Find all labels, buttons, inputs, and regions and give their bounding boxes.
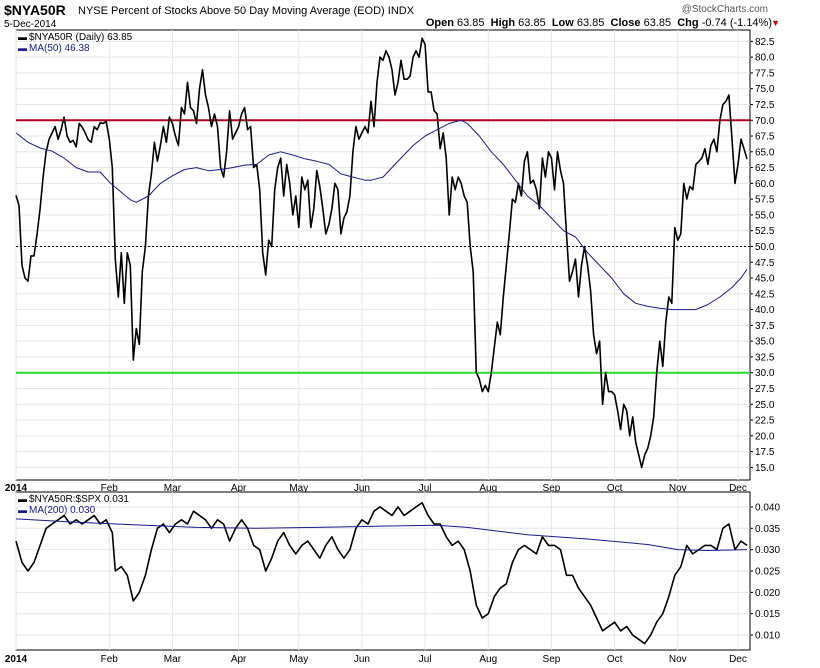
- ratio-y-tick-label: 0.025: [755, 567, 780, 578]
- price-y-tick-label: 55.0: [755, 210, 775, 221]
- price-legend-swatch: ▬: [18, 32, 27, 42]
- ratio-legend-swatch: ▬: [18, 494, 27, 504]
- price-month-label: Nov: [669, 483, 687, 494]
- ratio-month-label: Feb: [101, 654, 119, 665]
- ratio-month-label: Nov: [669, 654, 687, 665]
- price-y-tick-label: 40.0: [755, 305, 775, 316]
- ratio-y-tick-label: 0.015: [755, 609, 780, 620]
- chg-label: Chg: [677, 17, 699, 29]
- price-y-tick-label: 25.0: [755, 400, 775, 411]
- ratio-month-label: Jun: [354, 654, 370, 665]
- price-y-tick-label: 17.5: [755, 447, 775, 458]
- high-value: 63.85: [518, 17, 546, 29]
- price-month-label: Apr: [231, 483, 247, 494]
- ratio-legend-entry: $NYA50R:$SPX 0.031: [29, 494, 129, 505]
- price-y-tick-label: 82.5: [755, 37, 775, 48]
- price-month-label: 2014: [5, 483, 28, 494]
- open-value: 63.85: [457, 17, 485, 29]
- price-y-tick-label: 22.5: [755, 416, 775, 427]
- price-y-tick-label: 15.0: [755, 463, 775, 474]
- close-label: Close: [610, 17, 641, 29]
- price-month-label: Mar: [164, 483, 182, 494]
- price-y-tick-label: 27.5: [755, 384, 775, 395]
- price-month-label: Sep: [543, 483, 561, 494]
- price-y-tick-label: 70.0: [755, 116, 775, 127]
- price-y-tick-label: 57.5: [755, 195, 775, 206]
- ratio-y-tick-label: 0.020: [755, 588, 780, 599]
- price-series-line-ma: [15, 119, 748, 311]
- low-value: 63.85: [576, 17, 605, 29]
- ratio-month-label: Aug: [479, 654, 497, 665]
- price-y-tick-label: 80.0: [755, 53, 775, 64]
- ratio-month-label: Dec: [729, 654, 747, 665]
- low-label: Low: [551, 17, 574, 29]
- watermark[interactable]: @StockCharts.com: [681, 4, 768, 15]
- price-y-tick-label: 35.0: [755, 337, 775, 348]
- chart-description: NYSE Percent of Stocks Above 50 Day Movi…: [78, 5, 415, 17]
- ratio-y-tick-label: 0.035: [755, 524, 780, 535]
- price-y-tick-label: 37.5: [755, 321, 775, 332]
- price-plot-frame: [15, 29, 751, 481]
- price-panel: 2014 Feb Mar Apr May Jun Jul Aug Sep Oct Nov Dec 82.…: [5, 29, 775, 494]
- price-series-line-main: [15, 37, 748, 469]
- price-month-label: Jun: [354, 483, 370, 494]
- price-y-tick-label: 65.0: [755, 147, 775, 158]
- price-y-tick-label: 75.0: [755, 84, 775, 95]
- price-month-label: Feb: [101, 483, 119, 494]
- ratio-month-label: Mar: [164, 654, 182, 665]
- price-month-label: Jul: [419, 483, 432, 494]
- price-y-tick-label: 42.5: [755, 289, 775, 300]
- price-y-tick-label: 45.0: [755, 274, 775, 285]
- ratio-y-tick-label: 0.040: [755, 502, 780, 513]
- chg-value: -0.74 (-1.14%): [701, 17, 772, 29]
- ratio-month-label: Apr: [231, 654, 247, 665]
- price-month-label: Dec: [729, 483, 747, 494]
- ratio-series-line-ma: [15, 518, 748, 551]
- down-arrow-icon: ▼: [771, 18, 780, 28]
- price-legend-entry: $NYA50R (Daily) 63.85: [29, 32, 133, 43]
- open-label: Open: [425, 17, 454, 29]
- ratio-y-tick-label: 0.010: [755, 631, 780, 642]
- price-y-tick-label: 62.5: [755, 163, 775, 174]
- price-legend-swatch: ▬: [18, 43, 27, 53]
- ratio-y-tick-label: 0.030: [755, 545, 780, 556]
- ohlc-readout: Open 63.85 High 63.85 Low 63.85 Close 63…: [426, 17, 772, 29]
- price-y-tick-label: 72.5: [755, 100, 775, 111]
- price-legend-entry: MA(50) 46.38: [29, 43, 90, 54]
- price-month-label: Aug: [479, 483, 497, 494]
- close-value: 63.85: [643, 17, 672, 29]
- ratio-month-label: Jul: [419, 654, 432, 665]
- price-y-tick-label: 32.5: [755, 352, 775, 363]
- ratio-month-label: 2014: [5, 654, 28, 665]
- price-y-tick-label: 20.0: [755, 431, 775, 442]
- ratio-panel: 2014 Feb Mar Apr May Jun Jul Aug Sep Oct Nov Dec 0.0…: [5, 491, 780, 665]
- price-month-label: Oct: [607, 483, 623, 494]
- price-month-label: May: [289, 483, 308, 494]
- price-y-tick-label: 77.5: [755, 68, 775, 79]
- price-y-tick-label: 60.0: [755, 179, 775, 190]
- ratio-month-label: May: [289, 654, 308, 665]
- high-label: High: [490, 17, 516, 29]
- ratio-series-line-main: [15, 501, 748, 645]
- chart-symbol: $NYA50R: [4, 2, 66, 18]
- price-y-tick-label: 67.5: [755, 132, 775, 143]
- ratio-month-label: Sep: [543, 654, 561, 665]
- price-y-tick-label: 30.0: [755, 368, 775, 379]
- price-y-tick-label: 52.5: [755, 226, 775, 237]
- ratio-month-label: Oct: [607, 654, 623, 665]
- ratio-legend-entry: MA(200) 0.030: [29, 505, 96, 516]
- price-y-tick-label: 47.5: [755, 258, 775, 269]
- price-y-tick-label: 50.0: [755, 242, 775, 253]
- ratio-legend-swatch: ▬: [18, 505, 27, 515]
- chart-date: 5-Dec-2014: [4, 19, 57, 30]
